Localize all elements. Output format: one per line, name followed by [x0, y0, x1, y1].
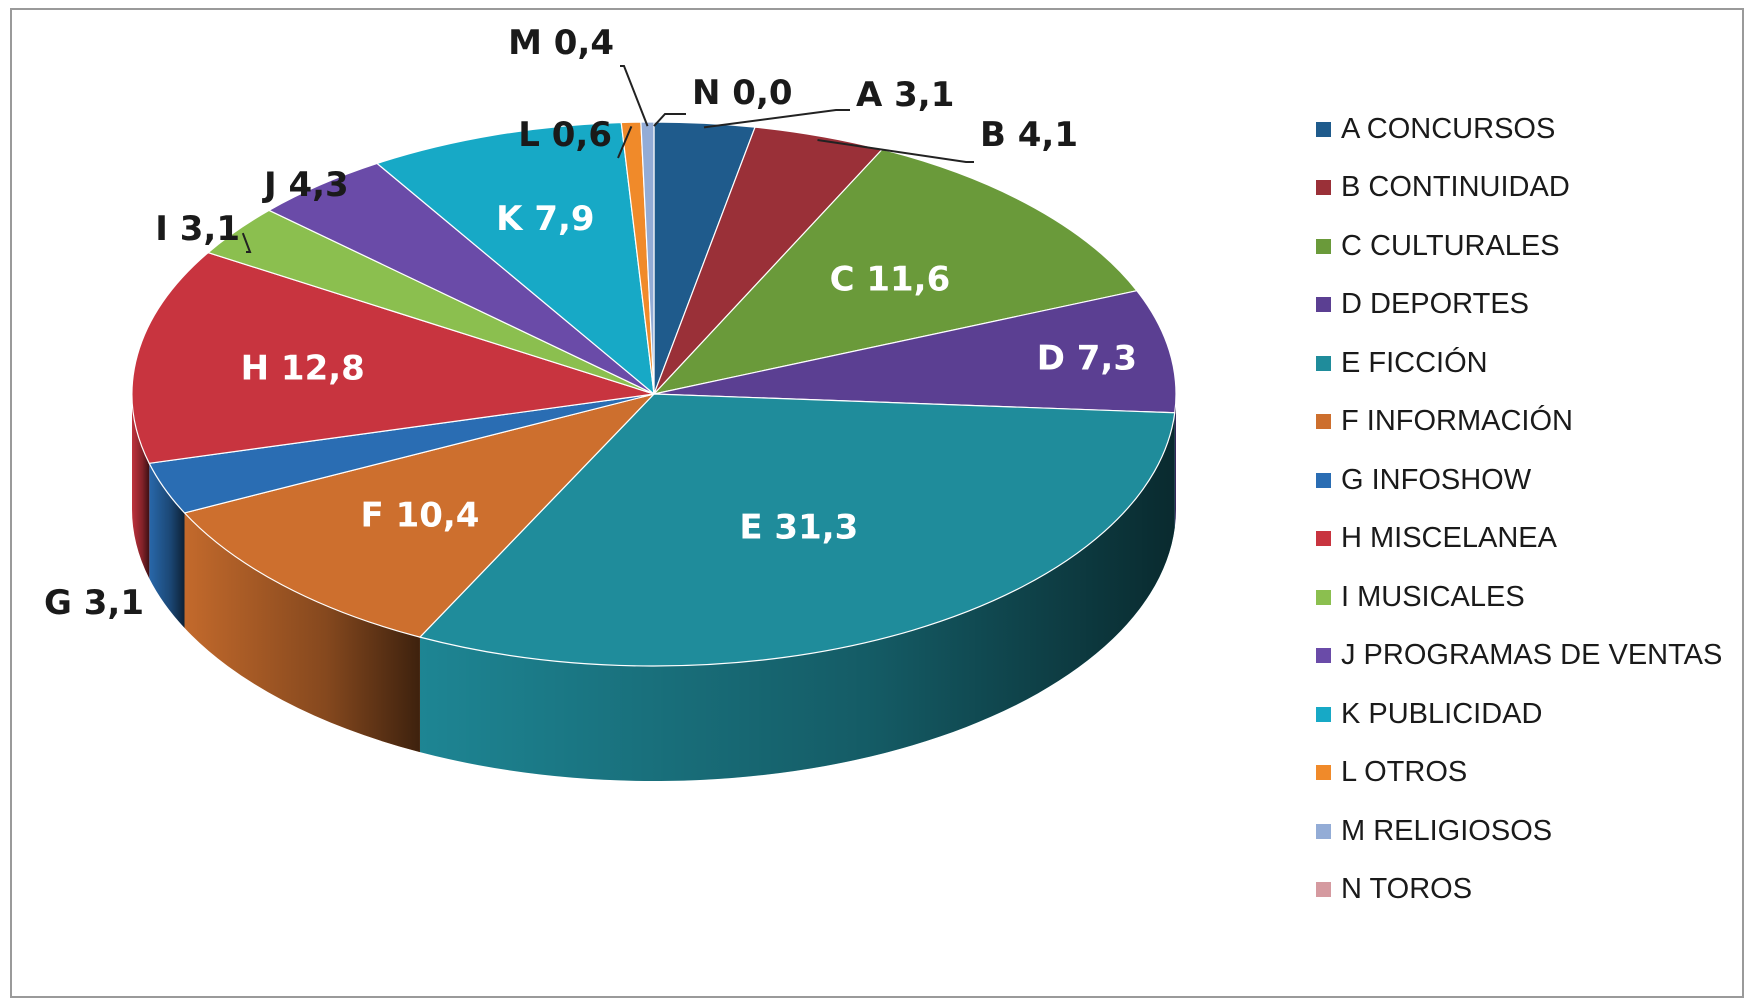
pie-slice-e	[419, 393, 1176, 667]
legend-swatch	[1316, 297, 1331, 313]
legend-item-c: C CULTURALES	[1316, 217, 1746, 276]
leader-line-l	[617, 125, 633, 159]
legend-swatch	[1316, 121, 1331, 137]
legend-label: J PROGRAMAS DE VENTAS	[1341, 639, 1723, 672]
leader-line-b	[817, 138, 974, 163]
slice-label-c: C 11,6	[830, 260, 951, 300]
legend-swatch	[1316, 355, 1331, 371]
legend-swatch	[1316, 589, 1331, 605]
legend-item-j: J PROGRAMAS DE VENTAS	[1316, 627, 1746, 686]
legend-item-n: N TOROS	[1316, 861, 1746, 920]
legend-item-d: D DEPORTES	[1316, 276, 1746, 335]
slice-label-n: N 0,0	[692, 73, 793, 113]
slice-label-a: A 3,1	[856, 75, 954, 115]
legend-label: N TOROS	[1341, 873, 1473, 906]
legend-label: D DEPORTES	[1341, 288, 1530, 321]
leader-line-i	[241, 232, 252, 253]
slice-label-k: K 7,9	[496, 199, 594, 239]
slice-label-m: M 0,4	[508, 23, 614, 63]
legend-item-i: I MUSICALES	[1316, 568, 1746, 627]
legend-label: K PUBLICIDAD	[1341, 697, 1543, 730]
pie-labels: A 3,1 B 4,1 C 11,6 D 7,3 E 31,3 F 10,4 G 3,1 H …	[44, 23, 1137, 623]
legend-item-f: F INFORMACIÓN	[1316, 393, 1746, 452]
leader-line-a	[703, 109, 850, 129]
leader-line-m	[620, 65, 649, 127]
legend-swatch	[1316, 531, 1331, 547]
pie-top	[131, 121, 1177, 667]
pie-slice-d	[653, 290, 1177, 414]
pie-side-shade-e	[419, 412, 1175, 781]
slice-label-e: E 31,3	[739, 507, 858, 547]
legend-item-k: K PUBLICIDAD	[1316, 685, 1746, 744]
legend-swatch	[1316, 414, 1331, 430]
pie-side-shade-g	[149, 463, 185, 628]
slice-label-h: H 12,8	[241, 348, 365, 388]
pie-side-shade-h	[132, 394, 150, 579]
slice-label-j: J 4,3	[262, 165, 349, 205]
legend-swatch	[1316, 823, 1331, 839]
legend-label: E FICCIÓN	[1341, 346, 1488, 379]
legend-swatch	[1316, 238, 1331, 254]
slice-label-b: B 4,1	[980, 115, 1078, 155]
legend-label: B CONTINUIDAD	[1341, 171, 1570, 204]
legend-label: I MUSICALES	[1341, 580, 1525, 613]
pie-slice-m	[640, 121, 655, 395]
slice-label-g: G 3,1	[44, 583, 144, 623]
slice-label-i: I 3,1	[155, 209, 240, 249]
legend-item-a: A CONCURSOS	[1316, 100, 1746, 159]
legend-item-h: H MISCELANEA	[1316, 510, 1746, 569]
pie-sides	[132, 394, 1176, 781]
slice-label-d: D 7,3	[1037, 339, 1137, 379]
slice-label-l: L 0,6	[518, 115, 612, 155]
pie-slice-f	[183, 393, 655, 638]
pie-slice-c	[653, 148, 1138, 395]
slice-label-f: F 10,4	[361, 495, 480, 535]
pie-leaders	[241, 65, 974, 253]
legend-label: A CONCURSOS	[1341, 112, 1556, 145]
legend-label: H MISCELANEA	[1341, 522, 1557, 555]
legend-swatch	[1316, 180, 1331, 196]
legend-label: L OTROS	[1341, 756, 1468, 789]
leader-line-n	[653, 113, 686, 127]
legend-swatch	[1316, 882, 1331, 898]
legend-swatch	[1316, 706, 1331, 722]
legend-item-b: B CONTINUIDAD	[1316, 159, 1746, 218]
pie-side-shade-d	[1174, 394, 1176, 528]
legend-swatch	[1316, 472, 1331, 488]
legend-label: C CULTURALES	[1341, 229, 1560, 262]
legend-label: F INFORMACIÓN	[1341, 405, 1573, 438]
chart-legend: A CONCURSOS B CONTINUIDAD C CULTURALES D DE…	[1316, 100, 1746, 919]
legend-item-e: E FICCIÓN	[1316, 334, 1746, 393]
legend-swatch	[1316, 765, 1331, 781]
legend-item-g: G INFOSHOW	[1316, 451, 1746, 510]
legend-label: M RELIGIOSOS	[1341, 814, 1553, 847]
pie-side-shade-f	[184, 512, 420, 753]
pie-slice-h	[131, 252, 655, 464]
legend-item-m: M RELIGIOSOS	[1316, 802, 1746, 861]
pie-slice-k	[376, 121, 655, 395]
legend-swatch	[1316, 648, 1331, 664]
legend-label: G INFOSHOW	[1341, 463, 1532, 496]
legend-item-l: L OTROS	[1316, 744, 1746, 803]
